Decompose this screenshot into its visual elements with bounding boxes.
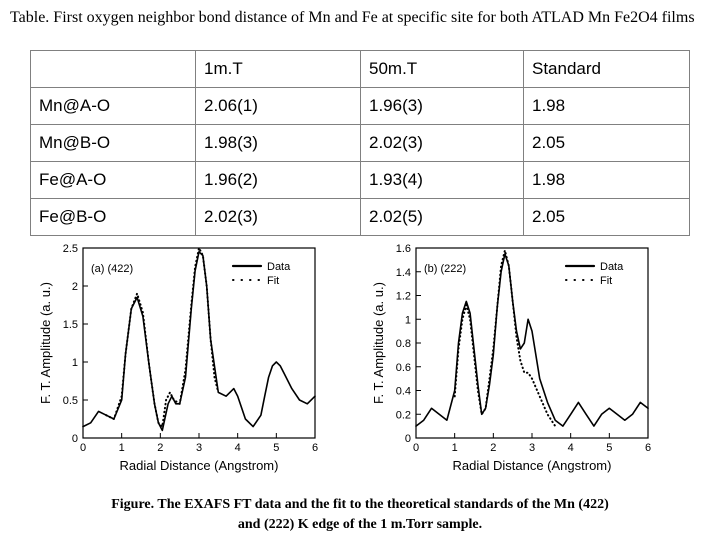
x-tick-label: 1 (119, 442, 125, 454)
figure-caption-line-1: Figure. The EXAFS FT data and the fit to… (111, 497, 609, 512)
table-cell: 2.02(3) (360, 124, 524, 162)
x-tick-label: 3 (529, 442, 535, 454)
y-tick-label: 0 (405, 433, 411, 445)
table-cell: 1.96(3) (360, 87, 524, 125)
x-tick-label: 6 (312, 442, 318, 454)
table-row: Mn@B-O 1.98(3) 2.02(3) 2.05 (30, 124, 690, 162)
y-tick-label: 1.5 (63, 319, 78, 331)
row-label: Mn@B-O (30, 124, 196, 162)
x-tick-label: 0 (80, 442, 86, 454)
y-tick-label: 0.8 (396, 338, 411, 350)
x-tick-label: 5 (606, 442, 612, 454)
table-row: Fe@A-O 1.96(2) 1.93(4) 1.98 (30, 161, 690, 199)
header-cell-1mt: 1m.T (195, 50, 361, 88)
chart-b-svg: 0 0.2 0.4 0.6 0.8 1 1.2 1.4 1.6 0 1 2 3 4 5 6 Radial Dis… (371, 243, 651, 473)
y-tick-label: 0.2 (396, 409, 411, 421)
legend-label-fit: Fit (267, 275, 279, 287)
table-cell: 2.06(1) (195, 87, 361, 125)
row-label: Mn@A-O (30, 87, 196, 125)
series-line-data (82, 251, 316, 432)
y-tick-label: 2.5 (63, 243, 78, 255)
y-tick-label: 1.4 (396, 267, 411, 279)
panel-label: (a) (422) (91, 263, 133, 275)
x-tick-label: 2 (490, 442, 496, 454)
legend-label-data: Data (600, 261, 624, 273)
table-row: Mn@A-O 2.06(1) 1.96(3) 1.98 (30, 87, 690, 125)
x-tick-label: 0 (413, 442, 419, 454)
y-tick-label: 0 (72, 433, 78, 445)
chart-panel-a: 0 0.5 1 1.5 2 2.5 0 1 2 3 4 5 6 Radial Distance (Angs… (35, 240, 325, 480)
bond-distance-table: 1m.T 50m.T Standard Mn@A-O 2.06(1) 1.96(… (30, 50, 690, 236)
header-cell-empty (30, 50, 196, 88)
y-tick-label: 1.6 (396, 243, 411, 255)
row-label: Fe@B-O (30, 198, 196, 236)
table-caption: Table. First oxygen neighbor bond distan… (10, 9, 695, 26)
table-row: Fe@B-O 2.02(3) 2.02(5) 2.05 (30, 198, 690, 236)
table-cell: 1.98(3) (195, 124, 361, 162)
header-cell-standard: Standard (523, 50, 690, 88)
table-cell: 2.05 (523, 124, 690, 162)
x-tick-label: 2 (157, 442, 163, 454)
series-line-fit (453, 249, 557, 428)
table-cell: 2.05 (523, 198, 690, 236)
y-axis-label: F. T. Amplitude (a. u.) (371, 282, 386, 404)
x-axis-label: Radial Distance (Angstrom) (453, 458, 612, 473)
figure-caption-line-2: and (222) K edge of the 1 m.Torr sample. (237, 517, 483, 532)
table-cell: 2.02(3) (195, 198, 361, 236)
table-header-row: 1m.T 50m.T Standard (30, 50, 690, 88)
x-tick-label: 3 (196, 442, 202, 454)
table-cell: 1.98 (523, 161, 690, 199)
x-tick-label: 4 (235, 442, 241, 454)
chart-panel-b: 0 0.2 0.4 0.6 0.8 1 1.2 1.4 1.6 0 1 2 3 4 5 6 Radial Dis… (368, 240, 658, 480)
y-tick-label: 0.5 (63, 395, 78, 407)
x-tick-label: 5 (273, 442, 279, 454)
plot-frame (415, 247, 649, 439)
y-axis-label: F. T. Amplitude (a. u.) (38, 282, 53, 404)
legend-label-data: Data (267, 261, 291, 273)
table-cell: 1.96(2) (195, 161, 361, 199)
row-label: Fe@A-O (30, 161, 196, 199)
figure-caption: Figure. The EXAFS FT data and the fit to… (30, 495, 690, 535)
y-tick-label: 2 (72, 281, 78, 293)
legend-label-fit: Fit (600, 275, 612, 287)
y-tick-label: 1 (72, 357, 78, 369)
y-tick-label: 1 (405, 314, 411, 326)
series-line-fit (105, 247, 220, 428)
chart-a-svg: 0 0.5 1 1.5 2 2.5 0 1 2 3 4 5 6 Radial Distance (Angs… (38, 243, 318, 473)
y-tick-label: 1.2 (396, 291, 411, 303)
table-cell: 2.02(5) (360, 198, 524, 236)
table-cell: 1.98 (523, 87, 690, 125)
x-tick-label: 6 (645, 442, 651, 454)
y-tick-label: 0.4 (396, 386, 411, 398)
series-line-data (415, 253, 649, 427)
table-cell: 1.93(4) (360, 161, 524, 199)
panel-label: (b) (222) (424, 263, 466, 275)
y-tick-label: 0.6 (396, 362, 411, 374)
header-cell-50mt: 50m.T (360, 50, 524, 88)
x-tick-label: 4 (568, 442, 574, 454)
x-axis-label: Radial Distance (Angstrom) (120, 458, 279, 473)
x-tick-label: 1 (452, 442, 458, 454)
